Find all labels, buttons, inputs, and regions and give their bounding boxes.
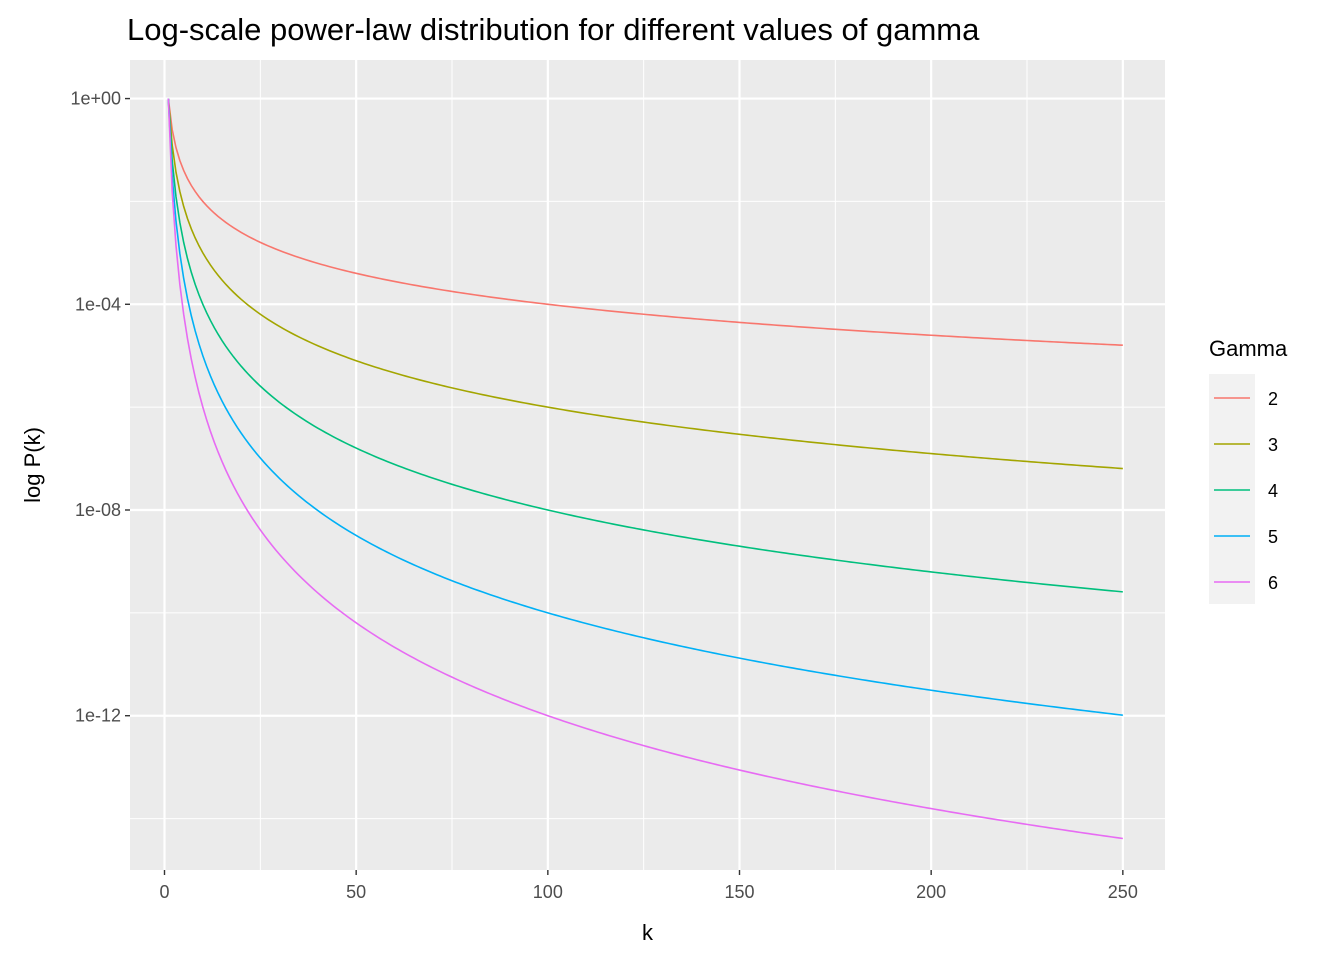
series-line-gamma-2: [167, 98, 1123, 347]
series-line-gamma-5: [167, 98, 1123, 716]
legend-label-gamma-6: 6: [1268, 573, 1278, 593]
x-tick-label: 0: [159, 882, 169, 902]
legend-label-gamma-4: 4: [1268, 481, 1278, 501]
y-tick-label: 1e-12: [75, 706, 121, 726]
plot-panel: [130, 60, 1165, 870]
x-tick-label: 100: [533, 882, 563, 902]
y-tick-label: 1e-08: [75, 500, 121, 520]
legend-label-gamma-2: 2: [1268, 389, 1278, 409]
series-line-gamma-3: [167, 98, 1123, 470]
legend-title: Gamma: [1209, 336, 1288, 361]
x-tick-label: 200: [916, 882, 946, 902]
legend-label-gamma-5: 5: [1268, 527, 1278, 547]
legend: Gamma 2 3 4 5 6: [1209, 336, 1288, 604]
x-tick-label: 50: [346, 882, 366, 902]
y-tick-label: 1e+00: [70, 89, 121, 109]
y-tick-label: 1e-04: [75, 294, 121, 314]
x-axis-title: k: [642, 920, 654, 945]
series-line-gamma-6: [167, 98, 1123, 840]
series-lines: [167, 98, 1123, 840]
legend-key-background: [1209, 374, 1255, 604]
legend-label-gamma-3: 3: [1268, 435, 1278, 455]
x-tick-label: 150: [724, 882, 754, 902]
series-line-gamma-4: [167, 98, 1123, 593]
x-tick-label: 250: [1108, 882, 1138, 902]
grid-major: [130, 60, 1165, 870]
y-axis-title: log P(k): [20, 427, 45, 503]
chart-title: Log-scale power-law distribution for dif…: [127, 12, 980, 47]
x-axis: 0 50 100 150 200 250: [159, 870, 1138, 902]
y-axis: 1e+00 1e-04 1e-08 1e-12: [70, 89, 130, 726]
